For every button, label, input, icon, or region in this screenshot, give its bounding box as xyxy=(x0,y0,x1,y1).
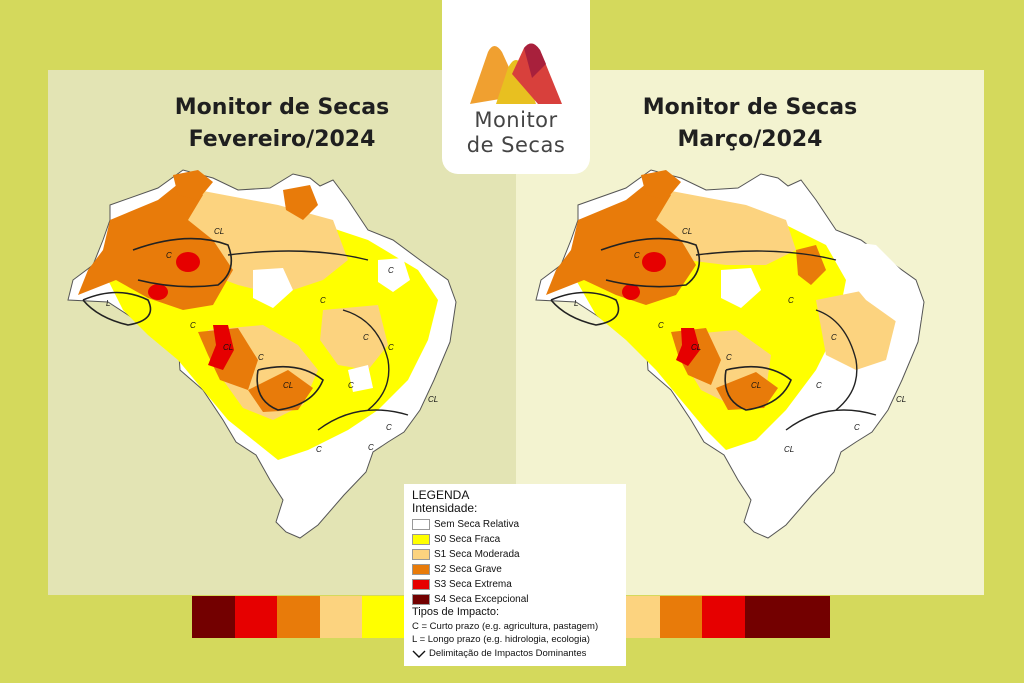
legend-impact-short: C = Curto prazo (e.g. agricultura, pasta… xyxy=(412,621,599,632)
impact-label: C xyxy=(388,266,394,275)
impact-label: CL xyxy=(751,381,761,390)
impact-label: C xyxy=(320,296,326,305)
impact-label: CL xyxy=(283,381,293,390)
legend-swatch xyxy=(412,563,430,575)
impact-label: C xyxy=(348,381,354,390)
legend-item: S3 Seca Extrema xyxy=(412,578,512,590)
delimitation-line-icon xyxy=(412,650,426,658)
impact-label: L xyxy=(574,299,578,308)
impact-label: C xyxy=(854,423,860,432)
legend-item: S4 Seca Excepcional xyxy=(412,593,529,605)
map-panel-february: Monitor de Secas Fevereiro/2024 C xyxy=(48,70,516,595)
legend-intensity-title: Intensidade: xyxy=(412,501,478,515)
impact-label: C xyxy=(388,343,394,352)
scale-swatch xyxy=(277,596,320,638)
drought-map-february: C C CL L C CL C C CL C C CL C C C C xyxy=(67,169,457,539)
impact-label: C xyxy=(788,296,794,305)
legend-swatch xyxy=(412,518,430,530)
scale-swatch xyxy=(787,596,830,638)
impact-label: CL xyxy=(428,395,438,404)
monitor-de-secas-logo-icon xyxy=(470,43,562,104)
impact-label: C xyxy=(316,445,322,454)
impact-label: C xyxy=(363,333,369,342)
impact-label: L xyxy=(106,299,110,308)
legend-impact-long: L = Longo prazo (e.g. hidrologia, ecolog… xyxy=(412,634,590,645)
scale-swatch xyxy=(659,596,702,638)
impact-label: CL xyxy=(896,395,906,404)
legend-item: S1 Seca Moderada xyxy=(412,548,520,560)
legend-swatch xyxy=(412,593,430,605)
logo-text: Monitor de Secas xyxy=(466,108,566,157)
legend: LEGENDA Intensidade: Sem Seca Relativa S… xyxy=(404,484,626,666)
drought-map-march: C CL L C CL C C CL C C CL C CL xyxy=(535,169,925,539)
scale-swatch xyxy=(234,596,277,638)
legend-item: S2 Seca Grave xyxy=(412,563,502,575)
impact-label: CL xyxy=(691,343,701,352)
impact-label: CL xyxy=(784,445,794,454)
map-title-february: Monitor de Secas Fevereiro/2024 xyxy=(174,95,390,152)
legend-impact-line: Delimitação de Impactos Dominantes xyxy=(412,648,586,659)
impact-label: C xyxy=(658,321,664,330)
scale-swatch xyxy=(319,596,362,638)
impact-label: CL xyxy=(223,343,233,352)
impact-label: C xyxy=(634,251,640,260)
scale-swatch xyxy=(744,596,787,638)
impact-label: CL xyxy=(214,227,224,236)
impact-label: CL xyxy=(682,227,692,236)
impact-label: C xyxy=(258,353,264,362)
map-title-march: Monitor de Secas Março/2024 xyxy=(642,95,858,152)
legend-impact-title: Tipos de Impacto: xyxy=(412,606,500,618)
legend-title: LEGENDA xyxy=(412,488,470,502)
impact-label: C xyxy=(166,251,172,260)
impact-label: C xyxy=(386,423,392,432)
legend-item: S0 Seca Fraca xyxy=(412,533,500,545)
scale-swatch xyxy=(192,596,235,638)
impact-label: C xyxy=(726,353,732,362)
legend-swatch xyxy=(412,548,430,560)
impact-label: C xyxy=(190,321,196,330)
legend-item: Sem Seca Relativa xyxy=(412,518,519,530)
impact-label: C xyxy=(831,333,837,342)
impact-label: C xyxy=(368,443,374,452)
impact-label: C xyxy=(816,381,822,390)
legend-swatch xyxy=(412,578,430,590)
legend-swatch xyxy=(412,533,430,545)
scale-swatch xyxy=(362,596,405,638)
logo-card: Monitor de Secas xyxy=(442,0,590,174)
scale-swatch xyxy=(702,596,745,638)
map-panel-march: Monitor de Secas Março/2024 C CL L C CL xyxy=(516,70,984,595)
